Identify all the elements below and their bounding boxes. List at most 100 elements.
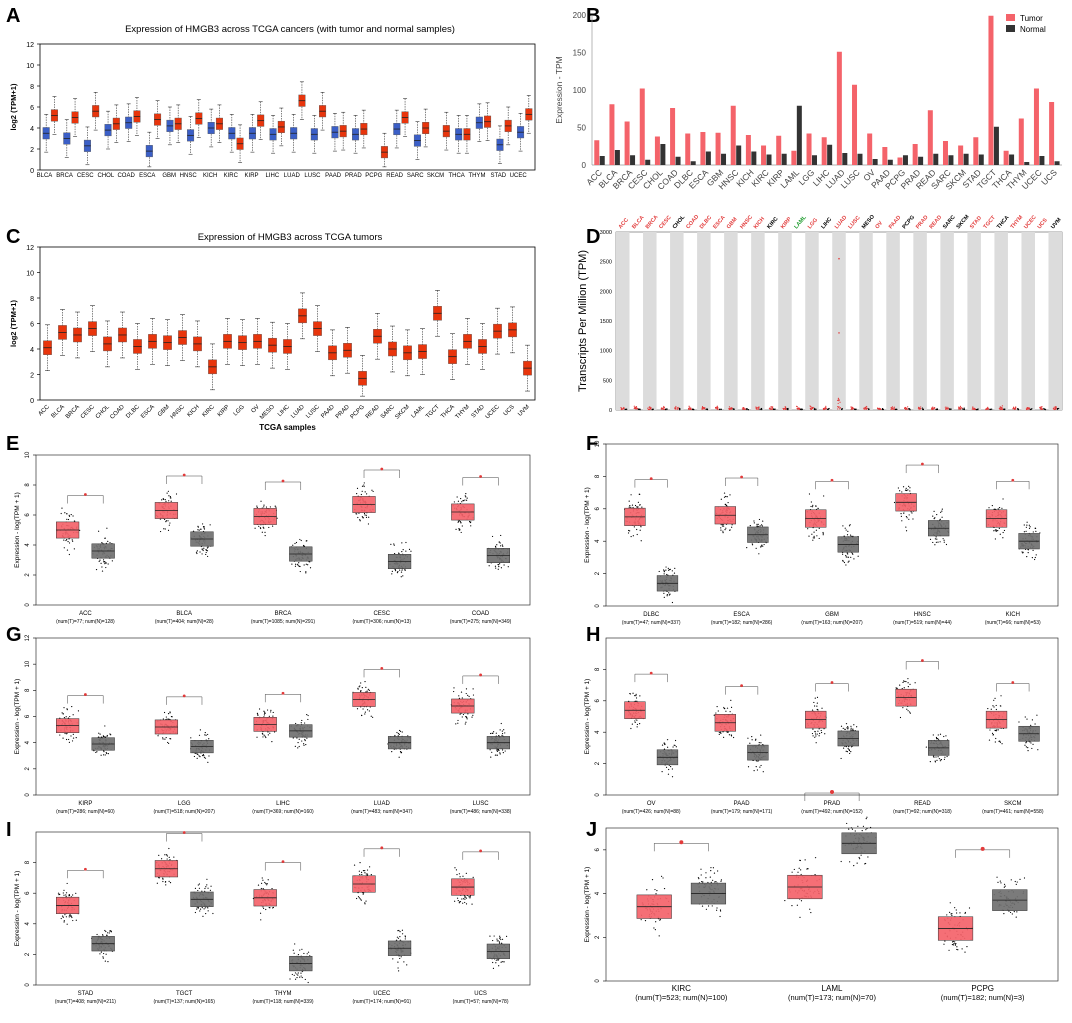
jitter-point	[206, 878, 208, 880]
jitter-point	[196, 908, 198, 910]
jitter-point	[71, 916, 73, 919]
stripe	[778, 232, 792, 410]
jitter-point	[103, 561, 105, 563]
dot-normal	[989, 408, 991, 410]
sample-count: (num(T)=92; num(N)=318)	[893, 809, 952, 815]
jitter-point	[494, 545, 497, 547]
jitter-point	[814, 697, 816, 699]
jitter-point	[492, 732, 494, 734]
jitter-point	[812, 539, 814, 541]
jitter-point	[668, 569, 670, 571]
jitter-point	[62, 892, 64, 894]
jitter-point	[937, 739, 940, 741]
jitter-point	[1027, 747, 1029, 749]
plot-frame	[35, 454, 531, 606]
y-tick-label: 4	[25, 921, 31, 925]
jitter-point	[304, 738, 306, 741]
x-tick-label: CESC	[80, 404, 97, 421]
jitter-point	[401, 551, 403, 553]
jitter-point	[104, 736, 107, 738]
dot-tumor	[741, 408, 744, 410]
dot-tumor	[960, 407, 962, 409]
jitter-point	[723, 736, 725, 738]
y-tick-label: 2500	[600, 260, 612, 266]
jitter-point	[63, 921, 65, 923]
dot-tumor	[743, 408, 745, 411]
x-tick-label: READ	[386, 173, 403, 179]
jitter-point	[640, 526, 642, 528]
jitter-point	[264, 534, 266, 537]
jitter-point	[637, 506, 639, 508]
jitter-point	[941, 508, 943, 510]
panel-letter: F	[586, 433, 598, 455]
jitter-point	[397, 967, 399, 969]
cancer-label: MESO	[861, 213, 876, 230]
jitter-point	[260, 887, 262, 890]
x-tick-label: ESCA	[733, 612, 749, 618]
jitter-point	[813, 535, 815, 537]
sample-count: (num(T)=426; num(N)=88)	[622, 809, 681, 815]
jitter-point	[730, 699, 732, 701]
jitter-point	[74, 520, 76, 522]
cancer-label: THYM	[1010, 214, 1025, 230]
dot-tumor	[974, 408, 976, 410]
jitter-point	[454, 900, 456, 902]
jitter-point	[162, 877, 164, 879]
x-tick-label: MESO	[259, 404, 276, 421]
dot-tumor	[947, 407, 949, 410]
jitter-point	[359, 862, 361, 864]
jitter-point	[503, 564, 505, 566]
jitter-point	[459, 520, 461, 523]
jitter-point	[1003, 529, 1006, 532]
plot-frame	[39, 43, 536, 171]
jitter-point	[463, 500, 465, 502]
jitter-point	[848, 748, 850, 751]
jitter-point	[371, 489, 373, 491]
jitter-point	[257, 884, 260, 886]
jitter-point	[471, 716, 473, 718]
jitter-point	[1024, 716, 1026, 718]
jitter-point	[943, 735, 945, 738]
dot-tumor	[785, 408, 787, 410]
dot-tumor	[1027, 408, 1029, 410]
jitter-point	[96, 933, 98, 936]
jitter-point	[107, 753, 109, 755]
y-axis-label: Expression - log(TPM + 1)	[584, 679, 591, 755]
x-tick-label: LGG	[178, 801, 191, 807]
jitter-point	[939, 760, 941, 762]
bar-normal	[948, 155, 954, 165]
jitter-point	[353, 864, 356, 866]
jitter-point	[909, 683, 911, 686]
dot-normal	[665, 409, 667, 411]
jitter-point	[945, 543, 948, 546]
panel-letter: D	[586, 226, 600, 248]
sig-star	[84, 693, 87, 696]
jitter-point	[393, 544, 395, 546]
jitter-point	[464, 495, 466, 497]
y-tick-label: 500	[603, 378, 612, 384]
jitter-point	[60, 917, 62, 920]
cancer-label: OV	[874, 220, 884, 230]
jitter-point	[390, 543, 392, 545]
jitter-point	[165, 520, 168, 522]
dot-tumor	[824, 407, 826, 409]
jitter-point	[665, 569, 667, 571]
x-tick-label: STAD	[471, 404, 487, 420]
sig-star	[1011, 478, 1015, 482]
jitter-point	[813, 701, 815, 704]
jitter-point	[911, 512, 913, 514]
jitter-point	[929, 538, 932, 540]
sample-count: (num(T)=275; num(N)=349)	[450, 619, 512, 625]
jitter-point	[356, 513, 358, 515]
jitter-point	[663, 596, 665, 598]
jitter-point	[168, 500, 170, 502]
jitter-point	[635, 697, 638, 699]
jitter-point	[102, 934, 104, 936]
y-tick-label: 0	[30, 168, 34, 175]
dot-tumor	[704, 407, 706, 409]
dot-tumor	[999, 408, 1001, 411]
jitter-point	[822, 531, 824, 534]
jitter-point	[496, 544, 498, 546]
sig-star	[84, 867, 87, 871]
